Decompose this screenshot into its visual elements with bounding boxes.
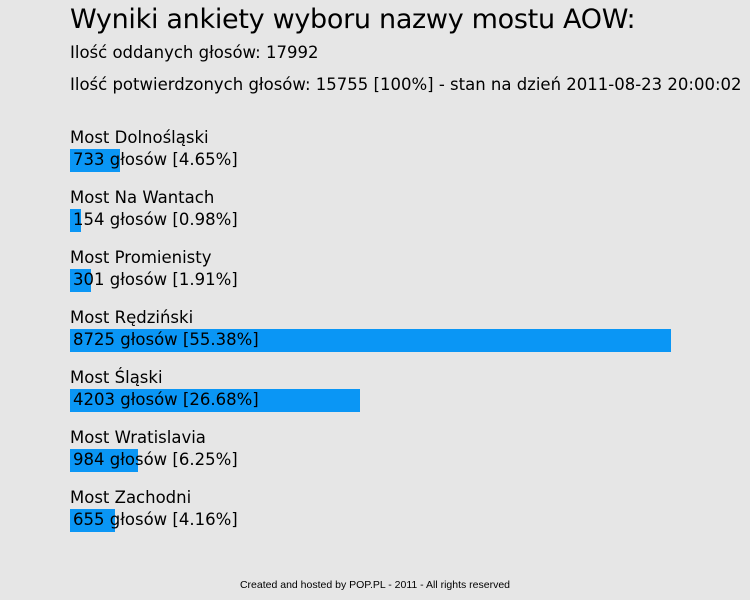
bar-row: 301 głosów [1.91%] (70, 269, 710, 292)
result-bar (70, 389, 360, 412)
option-name: Most Rędziński (70, 308, 194, 327)
result-item: Most Zachodni 655 głosów [4.16%] (70, 488, 730, 548)
result-item: Most Na Wantach 154 głosów [0.98%] (70, 188, 730, 248)
bar-row: 4203 głosów [26.68%] (70, 389, 710, 412)
votes-cast-text: Ilość oddanych głosów: 17992 (70, 43, 319, 62)
page-title: Wyniki ankiety wyboru nazwy mostu AOW: (70, 4, 636, 35)
vote-count-label: 733 głosów [4.65%] (73, 150, 238, 169)
result-item: Most Promienisty 301 głosów [1.91%] (70, 248, 730, 308)
result-item: Most Śląski 4203 głosów [26.68%] (70, 368, 730, 428)
bar-row: 154 głosów [0.98%] (70, 209, 710, 232)
bar-row: 984 głosów [6.25%] (70, 449, 710, 472)
option-name: Most Dolnośląski (70, 128, 209, 147)
vote-count-label: 655 głosów [4.16%] (73, 510, 238, 529)
vote-count-label: 4203 głosów [26.68%] (73, 390, 259, 409)
footer-text: Created and hosted by POP.PL - 2011 - Al… (239, 579, 511, 591)
result-item: Most Dolnośląski 733 głosów [4.65%] (70, 128, 730, 188)
result-bar (70, 509, 116, 532)
result-bar (70, 329, 671, 352)
result-bar (70, 269, 91, 292)
option-name: Most Wratislavia (70, 428, 206, 447)
bar-row: 8725 głosów [55.38%] (70, 329, 710, 352)
result-item: Most Rędziński 8725 głosów [55.38%] (70, 308, 730, 368)
result-item: Most Wratislavia 984 głosów [6.25%] (70, 428, 730, 488)
option-name: Most Promienisty (70, 248, 212, 267)
option-name: Most Zachodni (70, 488, 192, 507)
vote-count-label: 8725 głosów [55.38%] (73, 330, 259, 349)
option-name: Most Na Wantach (70, 188, 215, 207)
bar-row: 733 głosów [4.65%] (70, 149, 710, 172)
vote-count-label: 301 głosów [1.91%] (73, 270, 238, 289)
votes-confirmed-text: Ilość potwierdzonych głosów: 15755 [100%… (70, 75, 742, 94)
result-bar (70, 449, 138, 472)
result-bar (70, 209, 81, 232)
bar-row: 655 głosów [4.16%] (70, 509, 710, 532)
option-name: Most Śląski (70, 368, 163, 387)
result-bar (70, 149, 121, 172)
results-list: Most Dolnośląski 733 głosów [4.65%] Most N… (70, 128, 730, 548)
vote-count-label: 984 głosów [6.25%] (73, 450, 238, 469)
vote-count-label: 154 głosów [0.98%] (73, 210, 238, 229)
